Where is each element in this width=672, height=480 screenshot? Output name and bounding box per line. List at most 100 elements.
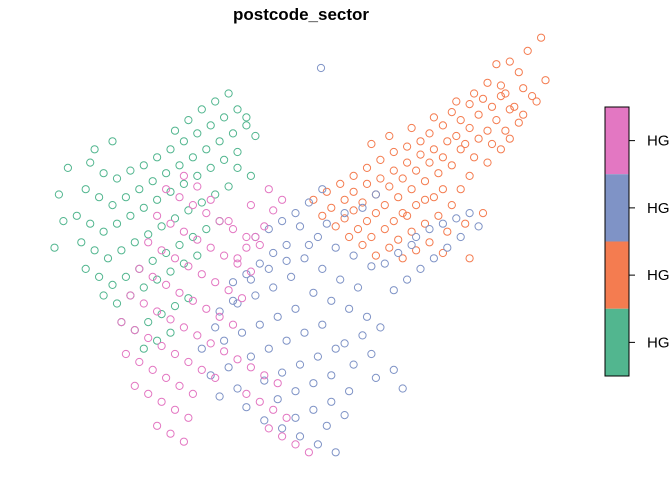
data-point: [456, 185, 465, 194]
data-point: [175, 193, 184, 202]
data-point: [144, 230, 153, 239]
data-point: [295, 432, 305, 441]
data-point: [349, 360, 358, 369]
data-point: [304, 198, 313, 207]
data-point: [461, 219, 470, 228]
data-point: [211, 323, 220, 332]
data-point: [228, 278, 238, 287]
data-point: [362, 163, 372, 172]
data-point: [139, 203, 148, 212]
data-point: [505, 105, 514, 114]
data-point: [385, 182, 394, 191]
data-point: [130, 238, 139, 247]
data-point: [349, 187, 358, 196]
data-point: [371, 251, 380, 260]
data-point: [130, 326, 139, 335]
data-point: [193, 129, 202, 138]
data-point: [309, 195, 318, 204]
data-point: [367, 232, 376, 242]
data-point: [389, 166, 398, 175]
data-point: [202, 225, 211, 234]
legend-border: [604, 106, 630, 377]
data-point: [322, 187, 331, 196]
data-point: [108, 137, 117, 146]
data-point: [197, 105, 206, 114]
data-point: [403, 142, 412, 151]
data-point: [322, 219, 331, 228]
data-point: [496, 145, 505, 154]
data-point: [220, 251, 229, 260]
data-point: [416, 150, 425, 159]
data-point: [403, 211, 412, 220]
data-point: [425, 238, 434, 247]
data-point: [166, 187, 175, 196]
data-point: [233, 147, 242, 157]
data-point: [358, 240, 367, 250]
legend: HG HG HG HG: [604, 106, 670, 377]
data-point: [376, 174, 385, 183]
data-point: [429, 145, 438, 154]
data-point: [220, 155, 229, 164]
data-point: [420, 195, 430, 204]
data-point: [260, 376, 269, 385]
data-point: [215, 137, 224, 146]
data-point: [233, 299, 242, 308]
data-point: [403, 158, 412, 167]
data-point: [206, 243, 215, 252]
data-point: [278, 217, 287, 226]
data-point: [220, 336, 229, 345]
data-point: [144, 318, 153, 327]
data-point: [425, 129, 434, 138]
legend-label: HG: [647, 334, 670, 351]
data-point: [371, 209, 380, 218]
data-point: [148, 365, 157, 374]
data-point: [278, 195, 287, 204]
data-point: [514, 118, 523, 127]
data-point: [358, 203, 367, 212]
data-point: [233, 259, 242, 268]
data-point: [242, 243, 251, 252]
data-point: [233, 163, 242, 172]
data-point: [345, 387, 354, 396]
data-point: [179, 259, 188, 268]
legend-swatch: [605, 308, 629, 376]
data-point: [224, 182, 233, 191]
data-point: [242, 389, 251, 398]
data-point: [443, 227, 452, 236]
legend-swatch: [605, 241, 629, 309]
data-point: [380, 201, 389, 210]
data-point: [184, 357, 193, 367]
data-point: [206, 339, 215, 348]
data-point: [206, 121, 215, 130]
data-point: [112, 299, 122, 308]
data-point: [443, 137, 452, 146]
data-point: [99, 227, 108, 236]
data-point: [211, 278, 220, 287]
data-point: [170, 214, 180, 223]
data-point: [367, 349, 376, 359]
data-point: [264, 225, 273, 234]
chart-title: postcode_sector: [233, 5, 369, 24]
data-point: [291, 209, 300, 218]
data-point: [206, 195, 215, 204]
data-point: [429, 254, 438, 263]
data-point: [233, 254, 242, 263]
data-point: [157, 222, 166, 231]
data-point: [224, 89, 233, 98]
data-point: [438, 248, 447, 258]
data-point: [376, 323, 385, 332]
data-point: [470, 89, 479, 98]
data-point: [452, 214, 461, 223]
data-point: [456, 116, 465, 125]
data-point: [407, 185, 416, 194]
data-point: [193, 171, 202, 180]
data-point: [353, 225, 363, 234]
data-point: [162, 248, 171, 258]
data-point: [496, 92, 505, 101]
data-point: [170, 349, 180, 359]
data-point: [170, 302, 180, 311]
data-point: [188, 296, 197, 305]
data-point: [313, 440, 322, 449]
data-point: [228, 129, 238, 138]
data-point: [72, 211, 81, 220]
